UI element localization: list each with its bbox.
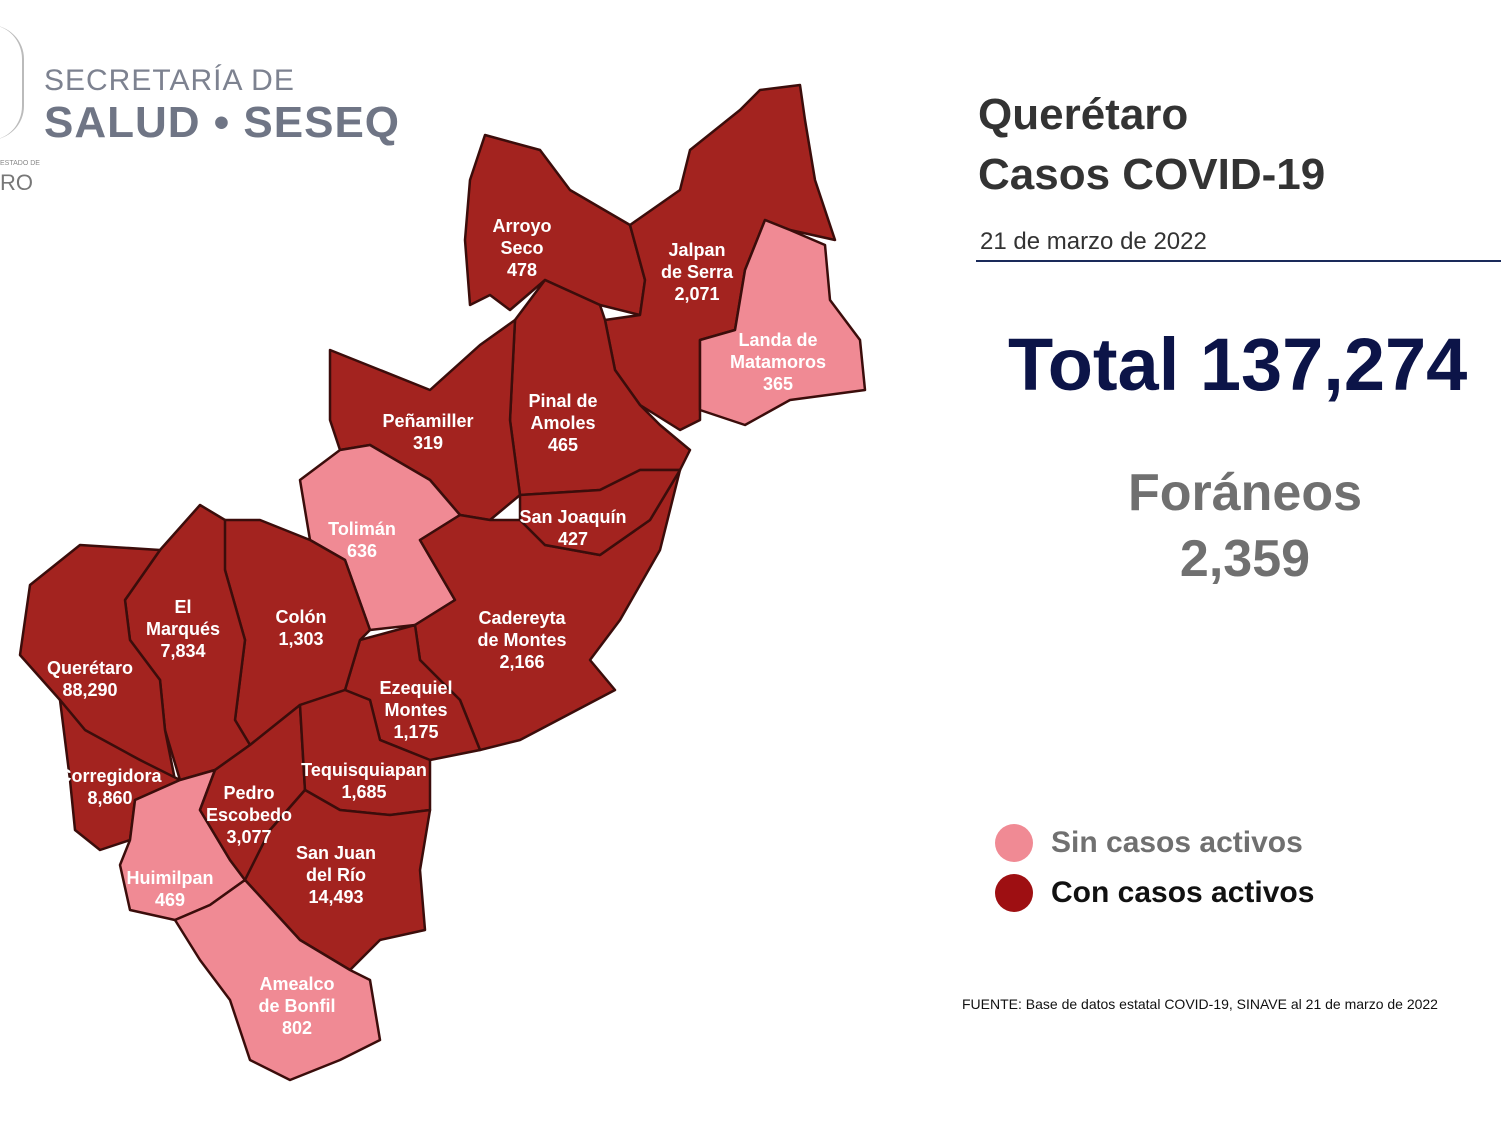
municipality-name: Tolimán xyxy=(328,519,396,539)
municipality-name: Escobedo xyxy=(206,805,292,825)
municipality-name: Colón xyxy=(276,607,327,627)
municipality-landa xyxy=(698,218,867,427)
legend-label: Sin casos activos xyxy=(1051,826,1303,859)
municipality-label-queretaro: Querétaro 88,290 xyxy=(47,658,133,700)
red-dot-icon xyxy=(995,874,1033,912)
municipality-name: Amealco xyxy=(259,974,334,994)
municipality-name: Tequisquiapan xyxy=(301,760,427,780)
source-note: FUENTE: Base de datos estatal COVID-19, … xyxy=(962,996,1438,1012)
state-emblem-icon xyxy=(0,25,24,140)
municipality-label-pedro-escobedo: Pedro Escobedo 3,077 xyxy=(206,783,292,847)
case-count: 465 xyxy=(548,435,578,455)
municipality-name: Pedro xyxy=(223,783,274,803)
case-count: 636 xyxy=(347,541,377,561)
municipality-name: Arroyo xyxy=(492,216,551,236)
municipality-amealco xyxy=(173,878,382,1082)
divider xyxy=(976,260,1501,262)
foraneos-label: Foráneos xyxy=(1127,464,1363,522)
municipality-name: de Bonfil xyxy=(259,996,336,1016)
logo-state: RO xyxy=(0,170,33,195)
municipality-name: Corregidora xyxy=(58,766,162,786)
municipality-name: Amoles xyxy=(530,413,595,433)
case-count: 469 xyxy=(155,890,185,910)
case-count: 319 xyxy=(413,433,443,453)
foraneos-value: 2,359 xyxy=(1179,530,1311,588)
title-state: Querétaro xyxy=(978,90,1189,139)
case-count: 1,175 xyxy=(393,722,438,742)
foraneos-block: Foráneos 2,359 xyxy=(1000,460,1490,592)
municipality-label-penamiller: Peñamiller 319 xyxy=(382,411,473,453)
municipality-name: Jalpan xyxy=(668,240,725,260)
case-count: 1,685 xyxy=(341,782,386,802)
municipality-name: Montes xyxy=(385,700,448,720)
municipality-label-huimilpan: Huimilpan 469 xyxy=(126,868,213,910)
municipality-label-landa: Landa de Matamoros 365 xyxy=(730,330,826,394)
logo-state-small: ESTADO DE xyxy=(0,160,40,167)
municipality-san-joaquin xyxy=(518,468,682,557)
case-count: 2,071 xyxy=(674,284,719,304)
municipality-name: San Joaquín xyxy=(519,507,626,527)
municipality-label-colon: Colón 1,303 xyxy=(276,607,327,649)
municipality-label-pinal: Pinal de Amoles 465 xyxy=(528,391,597,455)
municipality-name: Seco xyxy=(500,238,543,258)
municipality-label-jalpan: Jalpan de Serra 2,071 xyxy=(661,240,734,304)
municipality-label-san-juan: San Juan del Río 14,493 xyxy=(296,843,376,907)
total-cases: Total 137,274 xyxy=(1008,323,1468,406)
municipality-label-corregidora: Corregidora 8,860 xyxy=(58,766,162,808)
municipality-name: Landa de xyxy=(738,330,817,350)
municipality-name: Marqués xyxy=(146,619,220,639)
legend-inactive: Sin casos activos xyxy=(995,824,1303,862)
case-count: 2,166 xyxy=(499,652,544,672)
municipality-label-arroyo-seco: Arroyo Seco 478 xyxy=(492,216,551,280)
legend-label: Con casos activos xyxy=(1051,876,1315,909)
municipality-name: Cadereyta xyxy=(478,608,566,628)
municipality-label-amealco: Amealco de Bonfil 802 xyxy=(259,974,336,1038)
case-count: 478 xyxy=(507,260,537,280)
case-count: 8,860 xyxy=(87,788,132,808)
case-count: 7,834 xyxy=(160,641,205,661)
municipality-label-san-joaquin: San Joaquín 427 xyxy=(519,507,626,549)
municipality-name: Peñamiller xyxy=(382,411,473,431)
case-count: 427 xyxy=(558,529,588,549)
title-cases: Casos COVID-19 xyxy=(978,150,1326,199)
municipality-name: Querétaro xyxy=(47,658,133,678)
pink-dot-icon xyxy=(995,824,1033,862)
municipality-name: El xyxy=(174,597,191,617)
queretaro-map: Arroyo Seco 478 Jalpan de Serra 2,071 Landa de… xyxy=(18,83,867,1082)
case-count: 3,077 xyxy=(226,827,271,847)
logo-secretaria: SECRETARÍA DE xyxy=(44,64,295,97)
municipality-label-tequisquiapan: Tequisquiapan 1,685 xyxy=(301,760,427,802)
municipality-name: Huimilpan xyxy=(126,868,213,888)
municipality-name: de Montes xyxy=(477,630,566,650)
report-date: 21 de marzo de 2022 xyxy=(980,228,1207,255)
case-count: 365 xyxy=(763,374,793,394)
municipality-name: de Serra xyxy=(661,262,734,282)
municipality-label-cadereyta: Cadereyta de Montes 2,166 xyxy=(477,608,566,672)
municipality-name: Pinal de xyxy=(528,391,597,411)
case-count: 88,290 xyxy=(62,680,117,700)
case-count: 1,303 xyxy=(278,629,323,649)
municipality-name: Matamoros xyxy=(730,352,826,372)
municipality-label-el-marques: El Marqués 7,834 xyxy=(146,597,220,661)
municipality-label-ezequiel: Ezequiel Montes 1,175 xyxy=(379,678,452,742)
legend-active: Con casos activos xyxy=(995,874,1314,912)
municipality-name: Ezequiel xyxy=(379,678,452,698)
municipality-name: del Río xyxy=(306,865,366,885)
municipality-label-toliman: Tolimán 636 xyxy=(328,519,396,561)
logo-salud-seseq: SALUD • SESEQ xyxy=(44,98,401,147)
case-count: 802 xyxy=(282,1018,312,1038)
case-count: 14,493 xyxy=(308,887,363,907)
municipality-name: San Juan xyxy=(296,843,376,863)
